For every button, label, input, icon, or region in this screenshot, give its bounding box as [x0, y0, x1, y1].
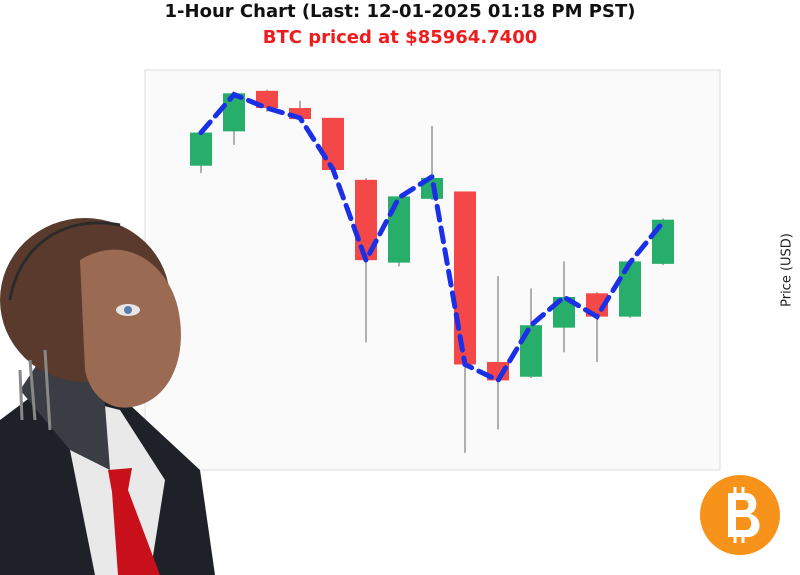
candle-body	[289, 108, 311, 120]
candle-body	[388, 196, 410, 263]
y-axis-label: Price (USD)	[780, 233, 795, 307]
robot-illustration	[0, 218, 215, 575]
chart-subtitle: BTC priced at $85964.7400	[263, 27, 538, 48]
marks	[190, 89, 674, 453]
chart-title: 1-Hour Chart (Last: 12-01-2025 01:18 PM …	[165, 1, 636, 22]
candle-body	[652, 219, 674, 264]
candle-body	[190, 132, 212, 166]
candle-body	[223, 93, 245, 132]
candle-body	[619, 261, 641, 317]
trend-line	[198, 91, 666, 384]
candle-body	[322, 117, 344, 170]
bitcoin-logo	[700, 475, 780, 555]
candle-body	[454, 191, 476, 365]
candle-body	[520, 325, 542, 377]
